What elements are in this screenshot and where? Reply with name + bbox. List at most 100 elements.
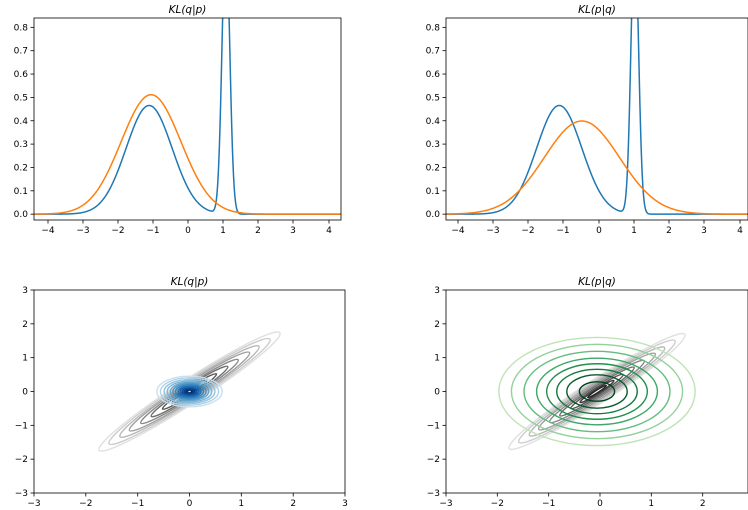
y-tick-label: 1	[434, 354, 440, 364]
x-tick-label: 1	[631, 226, 637, 236]
panel-top-right: KL(p|q) −4 −3 −2 −1 0 1 2 3 4 0.0 0.1 0.2 0.3 0.4 0.5 0.…	[426, 4, 748, 236]
x-tick-label: 2	[255, 226, 261, 236]
y-tick-label: 0.5	[426, 93, 440, 103]
y-tick-label: 0	[434, 388, 440, 398]
y-tick-label: 0.6	[14, 70, 29, 80]
y-tick-label: 0.6	[426, 70, 441, 80]
contour-blue-10	[159, 377, 220, 406]
axes-frame	[445, 17, 748, 221]
axes-frame	[445, 289, 748, 494]
chart-title: KL(p|q)	[578, 4, 616, 16]
axes-frame	[33, 289, 346, 494]
y-tick-label: 2	[22, 320, 28, 330]
x-tick-label: −2	[79, 499, 92, 509]
x-tick-label: 2	[290, 499, 296, 509]
series-line-1	[34, 93, 341, 215]
x-tick-label: −1	[556, 226, 569, 236]
y-tick-label: 0.2	[14, 163, 28, 173]
x-tick-label: 2	[700, 499, 706, 509]
x-tick-label: −2	[521, 226, 534, 236]
panel-top-left: KL(q|p) −4 −3 −2 −1 0 1 2 3 4 0.0 0.1 0.2 0.3 0.4 0.5 0.…	[14, 4, 342, 236]
plot-area	[446, 18, 748, 215]
series-line-1	[446, 120, 748, 215]
x-tick-label: −4	[451, 226, 465, 236]
contour-green-5	[523, 350, 671, 433]
y-tick-label: 0.2	[426, 163, 440, 173]
contour-gray-1	[579, 379, 615, 404]
x-tick-label: −1	[146, 226, 159, 236]
panel-bottom-right: KL(p|q) −3 −2 −1 0 1 2 −3 −2 −1 0 1 2 3	[427, 276, 748, 509]
contour-blue-1	[183, 388, 196, 395]
y-tick-label: −1	[427, 421, 440, 431]
contour-gray-3	[559, 366, 635, 417]
x-tick-label: 4	[326, 226, 332, 236]
contour-gray-4	[139, 358, 240, 425]
y-tick-label: 0.8	[426, 23, 441, 33]
contour-blue-3	[179, 386, 200, 397]
y-tick-label: −2	[427, 455, 440, 465]
y-tick-label: 0	[22, 388, 28, 398]
contour-gray-8	[98, 331, 281, 452]
x-tick-label: −1	[131, 499, 144, 509]
y-tick-label: 0.4	[426, 117, 441, 127]
x-tick-label: −4	[41, 226, 55, 236]
contour-gray-8	[508, 332, 686, 451]
x-tick-label: 4	[737, 226, 743, 236]
plot-area	[98, 331, 281, 452]
contour-blue-7	[169, 381, 210, 402]
y-tick-label: 0.3	[426, 140, 440, 150]
contour-green-1	[566, 374, 628, 409]
x-tick-label: −3	[486, 226, 499, 236]
y-tick-label: −2	[15, 455, 28, 465]
y-tick-label: 0.4	[14, 117, 29, 127]
y-tick-label: 2	[434, 320, 440, 330]
x-tick-label: −2	[491, 499, 504, 509]
x-tick-label: 1	[238, 499, 244, 509]
series-line-0	[446, 18, 748, 215]
y-tick-label: 0.7	[426, 47, 440, 57]
contour-gray-4	[548, 359, 646, 424]
contour-green-7	[498, 336, 696, 447]
contour-blue-4	[177, 385, 202, 398]
x-tick-label: −3	[27, 499, 40, 509]
y-tick-label: 3	[22, 286, 28, 296]
x-tick-label: 1	[220, 226, 226, 236]
y-tick-label: 0.3	[14, 140, 28, 150]
chart-title: KL(p|q)	[578, 276, 616, 288]
x-tick-label: 3	[342, 499, 348, 509]
contour-gray-6	[119, 344, 260, 439]
y-tick-label: 0.0	[426, 210, 441, 220]
x-tick-label: 0	[187, 499, 193, 509]
y-tick-label: 0.8	[14, 23, 29, 33]
chart-title: KL(q|p)	[169, 4, 207, 16]
y-tick-label: 0.0	[14, 210, 29, 220]
contour-gray-6	[528, 346, 666, 437]
y-tick-label: 3	[434, 286, 440, 296]
contour-green-6	[510, 343, 684, 440]
series-line-0	[34, 18, 341, 215]
y-tick-label: 0.7	[14, 47, 28, 57]
y-tick-label: 1	[22, 354, 28, 364]
y-tick-label: 0.1	[426, 187, 440, 197]
contour-blue-5	[174, 384, 205, 399]
contour-blue-2	[181, 387, 198, 396]
axes-frame	[33, 17, 342, 221]
x-tick-label: 1	[648, 499, 654, 509]
x-tick-label: −3	[76, 226, 89, 236]
y-tick-label: −3	[15, 489, 28, 499]
y-tick-label: 0.1	[14, 187, 28, 197]
y-tick-label: 0.5	[14, 93, 28, 103]
contour-green-0	[578, 381, 616, 402]
contour-blue-6	[172, 383, 207, 400]
panel-bottom-left: KL(q|p) −3 −2 −1 0 1 2 3 −3 −2 −1 0 1 2 3	[15, 276, 348, 509]
x-tick-label: 0	[596, 226, 602, 236]
contour-green-4	[535, 357, 659, 426]
contour-blue-0	[185, 389, 194, 394]
x-tick-label: 0	[597, 499, 603, 509]
x-tick-label: −2	[111, 226, 124, 236]
contour-gray-0	[586, 384, 608, 399]
y-tick-label: −1	[15, 421, 28, 431]
plot-area	[34, 18, 341, 215]
chart-title: KL(q|p)	[171, 276, 209, 288]
